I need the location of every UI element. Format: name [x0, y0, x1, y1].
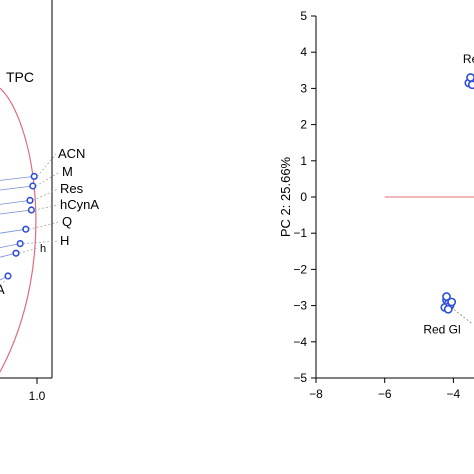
y-tick-label: −1 [293, 226, 307, 240]
group-label: Red Gl [423, 323, 460, 337]
score-point [443, 304, 453, 314]
y-tick-label: 3 [300, 81, 307, 95]
score-points: Red Red Gl [423, 52, 474, 337]
loading-point [30, 172, 38, 180]
score-point [442, 292, 451, 301]
loading-point [12, 249, 20, 257]
scores-panel: 5 4 3 2 1 0 −1 −2 −3 −4 −5 −8 −6 −4 PC 2: 25.66% Red… [278, 9, 474, 401]
unit-circle [0, 87, 37, 373]
label-leader-line [34, 204, 59, 211]
loading-vector [0, 209, 32, 215]
loading-vector [0, 228, 26, 234]
scores-x-ticks: −8 −6 −4 [309, 378, 461, 401]
point-label: M [62, 164, 73, 179]
label-leader-line [35, 171, 61, 187]
score-point [466, 73, 474, 82]
point-label: Q [62, 214, 72, 229]
label-leader-line [18, 247, 39, 254]
score-point [447, 297, 457, 307]
y-tick-label: −4 [293, 335, 307, 349]
loading-point [27, 206, 36, 214]
loading-vector [0, 185, 33, 191]
y-tick-label: 0 [300, 190, 307, 204]
loading-point [29, 182, 37, 190]
loading-vector [0, 200, 31, 205]
y-tick-label: −3 [293, 299, 307, 313]
loading-point [16, 240, 24, 248]
loading-point [4, 272, 12, 280]
x-tick-label: −8 [309, 387, 323, 401]
loading-vector [0, 176, 35, 181]
y-tick-label: −5 [293, 371, 307, 385]
point-label: A [0, 282, 5, 297]
point-label: ACN [58, 146, 85, 161]
y-tick-label: 2 [300, 118, 307, 132]
point-label: H [60, 233, 69, 248]
point-label: h [40, 243, 46, 255]
label-leader-line [32, 188, 59, 201]
y-tick-label: 1 [300, 154, 307, 168]
point-label: Res [60, 181, 84, 196]
label-leader-line [36, 153, 57, 177]
y-tick-label: −2 [293, 262, 307, 276]
scores-y-ticks: 5 4 3 2 1 0 −1 −2 −3 −4 −5 [293, 9, 316, 385]
point-label: hCynA [60, 197, 99, 212]
loading-point [26, 196, 34, 204]
y-tick-label: 4 [300, 45, 307, 59]
score-point [467, 80, 474, 90]
x-tick-label: −6 [378, 387, 392, 401]
x-tick-label: −4 [447, 387, 461, 401]
y-axis-label: PC 2: 25.66% [278, 156, 293, 237]
y-tick-label: 5 [300, 9, 307, 23]
loadings-tick-label: 1.0 [29, 389, 46, 403]
loading-point [22, 225, 30, 233]
label-leader-line [28, 221, 61, 230]
group-leader-line [453, 309, 473, 324]
point-label-tpc: TPC [6, 69, 34, 85]
group-label: Red [463, 52, 474, 66]
label-leader-line [23, 240, 59, 244]
